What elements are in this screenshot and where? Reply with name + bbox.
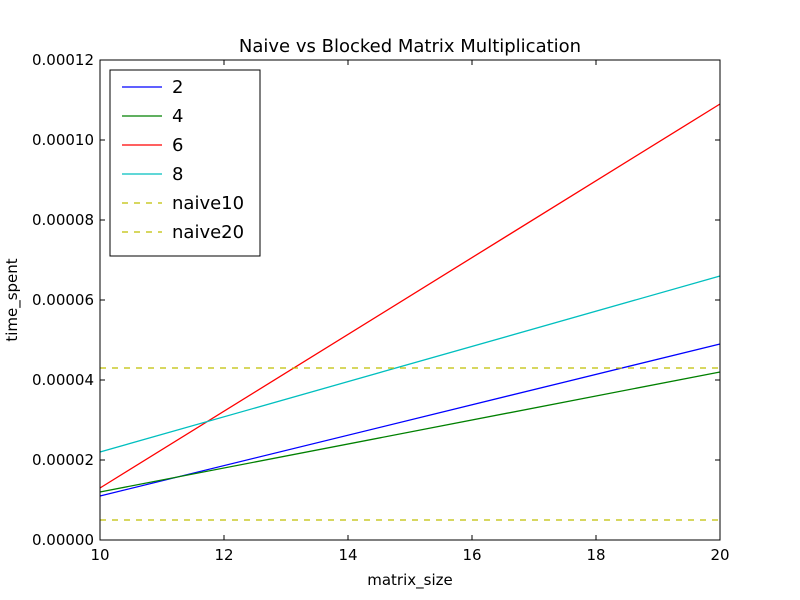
series-layer — [99, 103, 721, 521]
series-line-8 — [99, 275, 721, 453]
x-tick-label: 14 — [338, 546, 357, 564]
legend-label: naive10 — [172, 193, 244, 214]
ticks-layer: 10 12 14 16 18 20 0.00000 0.00002 0.00004 0.00006… — [32, 51, 730, 564]
legend-label: 4 — [172, 106, 183, 127]
series-line-4 — [99, 371, 721, 493]
legend-box — [109, 69, 261, 257]
y-tick-label: 0.00012 — [32, 51, 94, 69]
legend: 2 4 6 8 naive10 naive20 — [109, 69, 261, 257]
y-axis-label: time_spent — [3, 258, 22, 341]
x-tick-label: 20 — [710, 546, 729, 564]
series-line-6 — [99, 103, 721, 489]
x-tick-label: 12 — [214, 546, 233, 564]
x-tick-label: 18 — [586, 546, 605, 564]
legend-label: 2 — [172, 77, 183, 98]
x-tick-label: 10 — [90, 546, 109, 564]
y-tick-label: 0.00002 — [32, 451, 94, 469]
legend-label: naive20 — [172, 222, 244, 243]
series-line-2 — [99, 343, 721, 497]
y-tick-label: 0.00010 — [32, 131, 94, 149]
legend-label: 8 — [172, 164, 183, 185]
y-tick-label: 0.00000 — [32, 531, 94, 549]
legend-label: 6 — [172, 135, 183, 156]
x-axis-label: matrix_size — [367, 571, 452, 590]
x-tick-label: 16 — [462, 546, 481, 564]
chart-title: Naive vs Blocked Matrix Multiplication — [239, 36, 581, 57]
y-tick-label: 0.00008 — [32, 211, 94, 229]
y-tick-label: 0.00004 — [32, 371, 94, 389]
y-tick-label: 0.00006 — [32, 291, 94, 309]
